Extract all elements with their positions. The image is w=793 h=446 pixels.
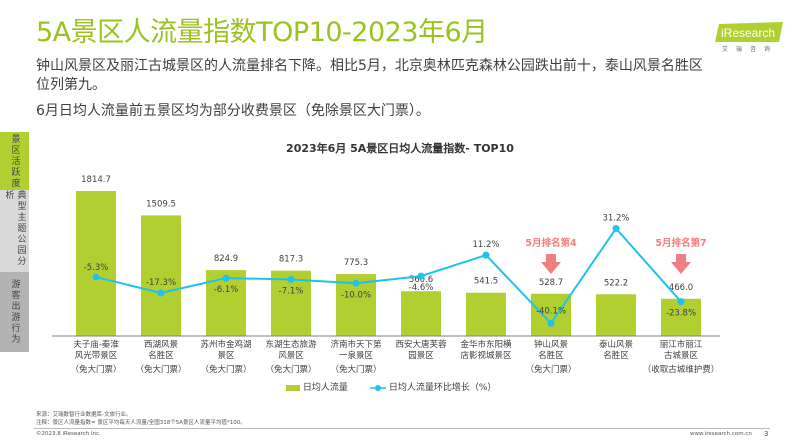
category-label: 风光带景区 bbox=[75, 350, 118, 361]
subtitle-line-2: 位列第九。 bbox=[36, 77, 106, 93]
category-label: 园景区 bbox=[408, 351, 434, 361]
subtitle-line-3: 6月日均人流量前五景区均为部分收费景区（免除景区大门票）。 bbox=[36, 103, 430, 119]
bar-value-label: 528.7 bbox=[539, 278, 563, 288]
bar-value-label: 522.2 bbox=[604, 278, 628, 288]
growth-point bbox=[482, 251, 490, 259]
subtitle-line-1: 钟山风景区及丽江古城景区的人流量排名下降。相比5月，北京奥林匹克森林公园跌出前十… bbox=[36, 58, 703, 74]
category-label: 名胜区 bbox=[603, 350, 629, 361]
iresearch-logo: iResearch bbox=[715, 22, 783, 42]
sidebar-item-activity[interactable]: 景区活跃度 bbox=[0, 132, 29, 190]
category-label: 丽江市丽江 bbox=[660, 339, 703, 350]
growth-point bbox=[287, 275, 295, 283]
category-label: 金华市东阳横 bbox=[460, 339, 512, 350]
category-label: 名胜区 bbox=[538, 350, 564, 361]
category-note: （免大门票） bbox=[135, 364, 186, 375]
category-label: 景区 bbox=[217, 351, 235, 361]
category-note: （收取古城维护费） bbox=[643, 364, 720, 375]
category-label: 名胜区 bbox=[148, 350, 174, 361]
legend-line-swatch bbox=[370, 384, 386, 391]
growth-point bbox=[92, 273, 100, 281]
down-arrow-icon bbox=[671, 254, 691, 274]
copyright: ©2023.8 iResearch Inc. bbox=[36, 431, 101, 437]
svg-text:iResearch: iResearch bbox=[721, 26, 775, 40]
rank-annotation: 5月排名第7 bbox=[655, 237, 706, 249]
category-note: （免大门票） bbox=[525, 364, 576, 375]
growth-label: -17.3% bbox=[146, 278, 176, 288]
bar bbox=[141, 215, 181, 336]
sidebar-item-tourist-behavior[interactable]: 游客出游行为 bbox=[0, 272, 29, 352]
category-note: （免大门票） bbox=[200, 364, 251, 375]
legend-bar-swatch bbox=[286, 384, 300, 391]
growth-label: -6.1% bbox=[214, 285, 239, 295]
bar bbox=[531, 293, 571, 336]
category-label: 泰山风景 bbox=[599, 339, 633, 350]
footer-url[interactable]: www.iresearch.com.cn bbox=[690, 431, 752, 437]
chart-title: 2023年6月 5A景区日均人流量指数- TOP10 bbox=[286, 141, 514, 155]
footnote-source: 来源：艾瑞数智行业数据库-文旅行业。 bbox=[36, 412, 132, 418]
category-label: 钟山风景 bbox=[534, 339, 568, 350]
bar-value-label: 817.3 bbox=[279, 255, 303, 265]
growth-point bbox=[547, 319, 555, 327]
bar-value-label: 541.5 bbox=[474, 277, 498, 287]
growth-label: -4.6% bbox=[409, 283, 434, 293]
growth-point bbox=[612, 225, 620, 233]
growth-label: -10.0% bbox=[341, 290, 371, 300]
category-note: （免大门票） bbox=[265, 364, 316, 375]
category-label: 一泉景区 bbox=[339, 350, 374, 361]
footer-divider bbox=[34, 428, 770, 429]
legend-line: 日均人流量环比增长（%） bbox=[370, 380, 496, 393]
category-label: 西安大唐芙蓉 bbox=[395, 339, 447, 350]
bar-value-label: 560.6 bbox=[409, 275, 433, 285]
growth-label: -40.1% bbox=[536, 306, 566, 316]
down-arrow-icon bbox=[541, 254, 561, 274]
category-label: 济南市天下第 bbox=[330, 339, 382, 350]
bar bbox=[596, 294, 636, 336]
bar bbox=[466, 292, 506, 336]
bar-value-label: 466.0 bbox=[669, 283, 693, 293]
category-note: （免大门票） bbox=[330, 364, 381, 375]
bar bbox=[401, 291, 441, 336]
bar-value-label: 1814.7 bbox=[81, 175, 111, 185]
growth-label: 31.2% bbox=[602, 214, 629, 224]
category-label: 夫子庙-秦淮 bbox=[73, 339, 119, 350]
footnote-note: 注释：景区人流量指数= 景区平均每天人流量/全国318个5A景区人流量平均值*1… bbox=[36, 420, 246, 426]
bar-value-label: 824.9 bbox=[214, 254, 238, 264]
bar-value-label: 1509.5 bbox=[146, 199, 176, 209]
category-label: 风景区 bbox=[278, 351, 304, 361]
category-label: 西湖风景 bbox=[144, 340, 178, 350]
growth-label: -7.1% bbox=[279, 286, 304, 296]
category-label: 东湖生态旅游 bbox=[265, 339, 317, 350]
legend-line-label: 日均人流量环比增长（%） bbox=[388, 383, 497, 393]
growth-label: 11.2% bbox=[472, 240, 499, 250]
growth-point bbox=[352, 279, 360, 287]
legend-bar-label: 日均人流量 bbox=[302, 383, 348, 393]
growth-point bbox=[677, 298, 685, 306]
bar-value-label: 775.3 bbox=[344, 258, 368, 268]
growth-label: -5.3% bbox=[84, 263, 109, 273]
logo-cn-text: 艾瑞咨询 bbox=[722, 46, 779, 53]
growth-point bbox=[222, 274, 230, 282]
page-number: 3 bbox=[764, 430, 769, 438]
growth-label: -23.8% bbox=[666, 309, 696, 319]
category-label: 店影视城景区 bbox=[460, 350, 512, 361]
category-label: 古城景区 bbox=[664, 350, 699, 361]
growth-line bbox=[95, 226, 682, 325]
legend-bar: 日均人流量 bbox=[286, 380, 348, 393]
page-title: 5A景区人流量指数TOP10-2023年6月 bbox=[36, 17, 488, 48]
category-label: 苏州市金鸡湖 bbox=[200, 339, 251, 350]
category-note: （免大门票） bbox=[70, 364, 121, 375]
growth-point bbox=[157, 289, 165, 297]
growth-point bbox=[417, 272, 425, 280]
bar bbox=[76, 191, 116, 336]
sidebar-item-theme-parks[interactable]: 典型主题公园分析 bbox=[0, 190, 29, 272]
rank-annotation: 5月排名第4 bbox=[525, 237, 577, 249]
